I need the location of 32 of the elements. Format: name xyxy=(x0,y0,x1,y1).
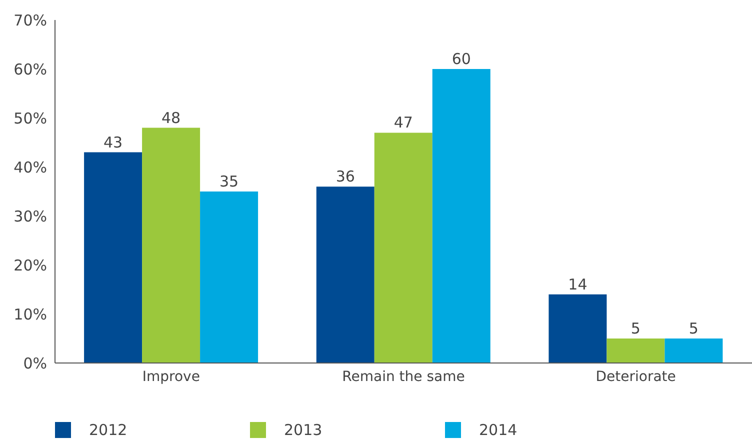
data-label: 36 xyxy=(336,168,355,186)
x-tick-label: Deteriorate xyxy=(596,368,676,385)
y-tick-label: 70% xyxy=(14,11,47,30)
data-label: 5 xyxy=(688,320,698,338)
bar xyxy=(142,128,200,363)
data-label: 48 xyxy=(161,108,181,127)
legend-label: 2013 xyxy=(284,421,322,439)
y-tick-label: 60% xyxy=(14,60,47,78)
data-label: 43 xyxy=(103,133,123,152)
y-tick-label: 0% xyxy=(23,354,47,372)
y-tick-label: 50% xyxy=(14,109,47,128)
data-label: 60 xyxy=(452,50,471,68)
bar xyxy=(432,69,490,363)
data-label: 35 xyxy=(219,172,239,190)
bar xyxy=(664,338,723,363)
x-tick-label: Improve xyxy=(142,368,200,385)
y-tick-label: 40% xyxy=(14,158,47,176)
data-label: 14 xyxy=(568,275,588,294)
bar xyxy=(606,338,665,363)
x-tick-label: Remain the same xyxy=(342,368,465,385)
y-tick-label: 30% xyxy=(14,207,47,226)
bar xyxy=(548,294,607,363)
bar xyxy=(84,152,142,363)
bar xyxy=(374,132,432,363)
data-label: 5 xyxy=(630,320,640,338)
y-tick-label: 10% xyxy=(14,305,47,324)
data-label: 47 xyxy=(394,114,413,132)
legend-label: 2014 xyxy=(479,421,518,439)
bar xyxy=(316,186,374,363)
bar xyxy=(200,192,258,363)
legend-label: 2012 xyxy=(89,421,128,439)
y-tick-label: 20% xyxy=(14,256,47,274)
